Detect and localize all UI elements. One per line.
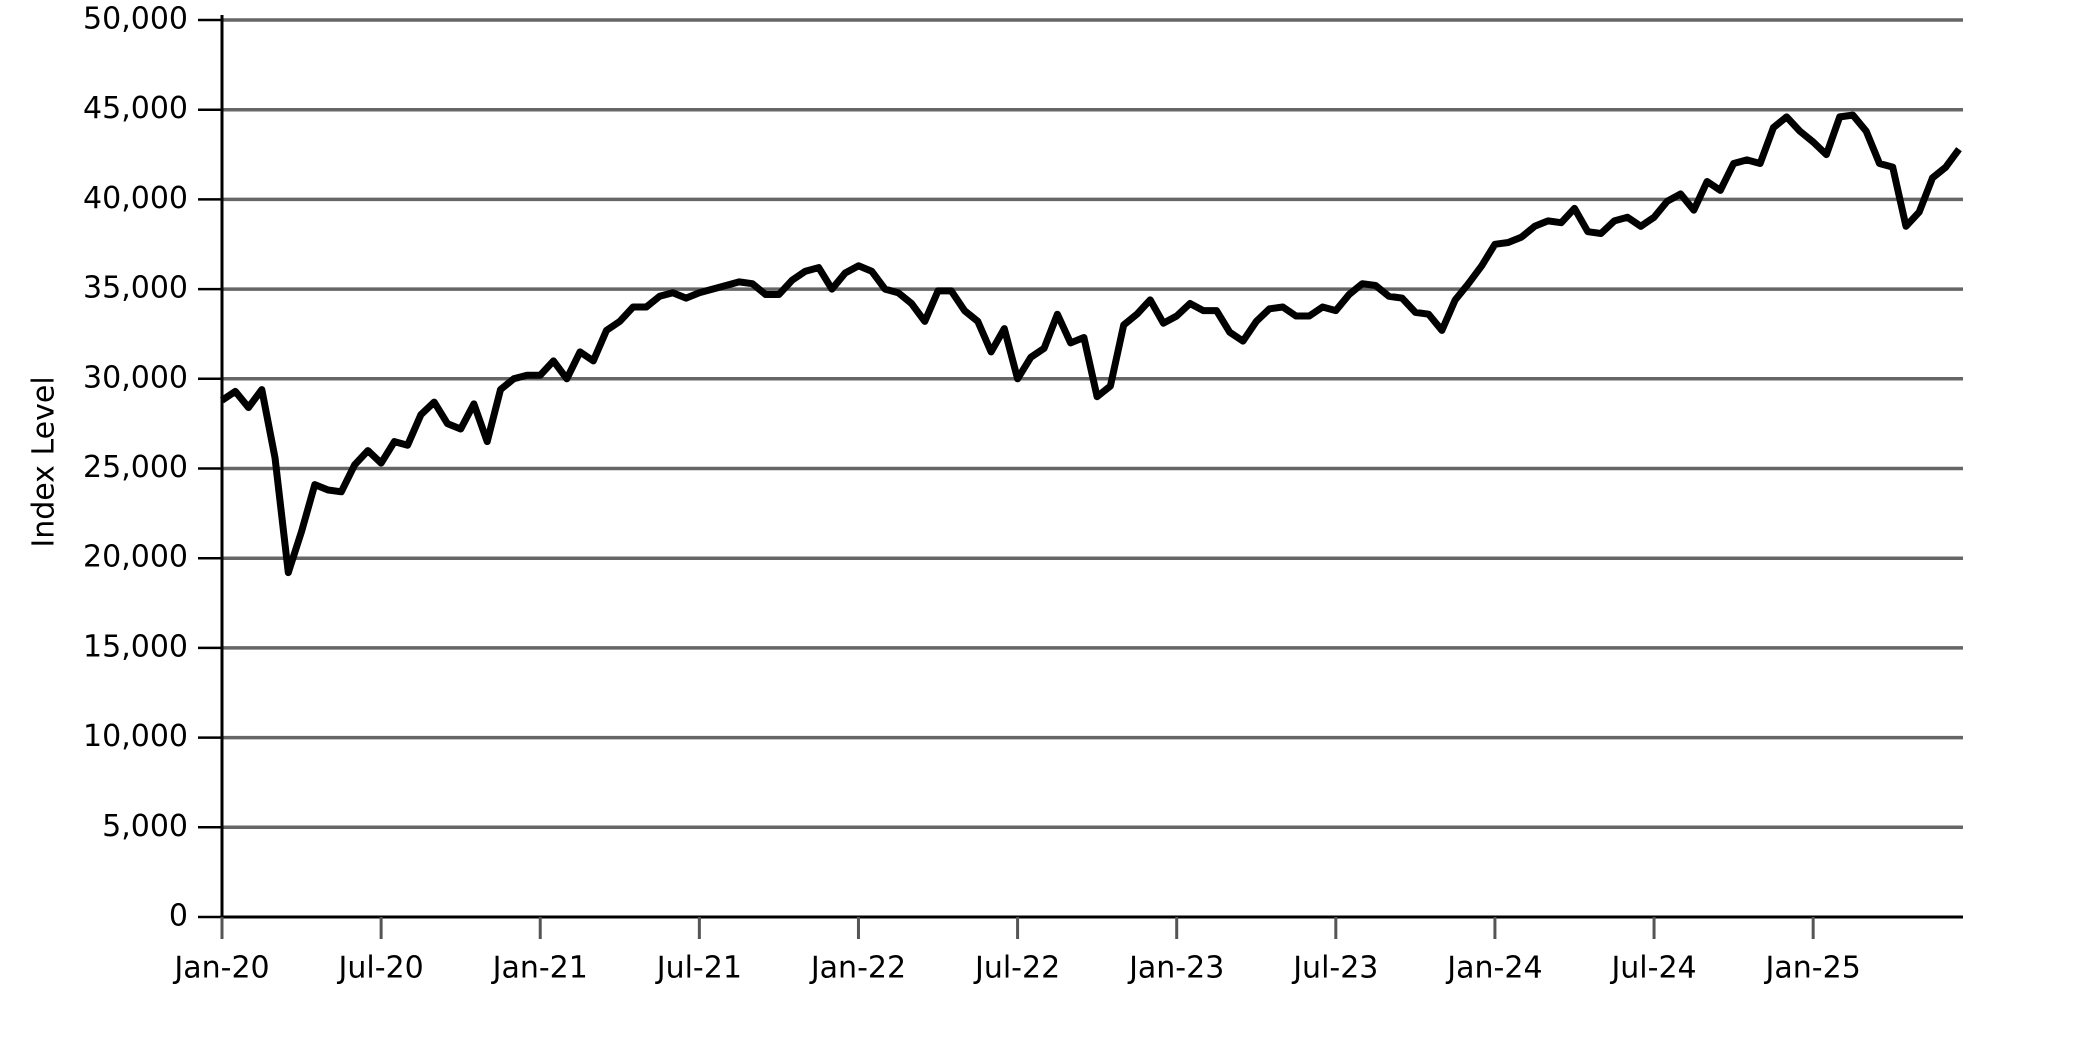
x-tick-label: Jan-25 xyxy=(1764,951,1861,986)
x-tick-label: Jan-22 xyxy=(809,951,906,986)
x-tick-label: Jul-21 xyxy=(655,951,742,986)
y-tick-label: 5,000 xyxy=(102,809,188,844)
x-tick-label: Jul-20 xyxy=(337,951,424,986)
x-tick-label: Jul-22 xyxy=(973,951,1060,986)
line-series xyxy=(220,111,1962,577)
y-tick-label: 0 xyxy=(169,899,188,934)
x-tick-label: Jan-20 xyxy=(172,951,269,986)
x-tick-label: Jan-24 xyxy=(1445,951,1542,986)
y-tick-label: 40,000 xyxy=(83,181,188,216)
y-tick-label: 35,000 xyxy=(83,271,188,306)
y-tick-label: 10,000 xyxy=(83,719,188,754)
y-tick-label: 50,000 xyxy=(83,2,188,37)
y-axis-title: Index Level xyxy=(27,376,62,547)
y-tick-label: 30,000 xyxy=(83,360,188,395)
x-tick-label: Jan-21 xyxy=(491,951,588,986)
y-tick-label: 15,000 xyxy=(83,629,188,664)
x-tick-label: Jul-23 xyxy=(1291,951,1378,986)
x-tick-label: Jul-24 xyxy=(1609,951,1696,986)
y-tick-label: 20,000 xyxy=(83,540,188,575)
y-tick-label: 45,000 xyxy=(83,91,188,126)
x-tick-label: Jan-23 xyxy=(1127,951,1224,986)
y-tick-label: 25,000 xyxy=(83,450,188,485)
